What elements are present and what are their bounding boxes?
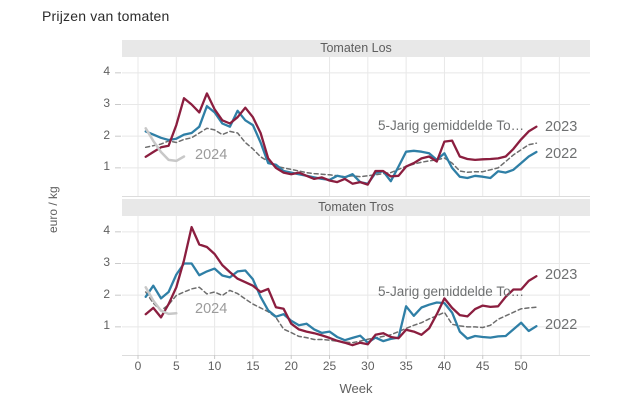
x-tick-label: 40 — [437, 359, 452, 373]
panel-strip-tomaten-los: Tomaten Los — [122, 40, 590, 57]
x-tick-label: 35 — [399, 359, 413, 373]
y-tick-label: 2 — [103, 127, 110, 142]
x-tick-label: 0 — [134, 359, 142, 373]
series-label-2023: 2023 — [545, 119, 577, 135]
x-tick-label: 5 — [172, 359, 180, 373]
y-tick-label: 1 — [103, 159, 110, 174]
y-tick-label: 3 — [103, 96, 110, 110]
series-line-5-Jarig-gemiddelde-To- — [144, 127, 538, 178]
y-tick-label: 1 — [103, 318, 110, 333]
x-tick-label: 10 — [207, 359, 222, 373]
x-tick-label: 50 — [514, 359, 528, 373]
y-axis-title: euro / kg — [46, 186, 60, 234]
x-tick-label: 20 — [284, 359, 298, 373]
series-label-5-Jarig-gemiddelde-To-: 5-Jarig gemiddelde To… — [378, 118, 524, 133]
series-label-2023: 2023 — [545, 267, 577, 283]
series-label-5-Jarig-gemiddelde-To-: 5-Jarig gemiddelde To… — [378, 284, 524, 299]
x-tick-label: 25 — [322, 359, 337, 373]
x-axis-title: Week — [339, 381, 373, 396]
y-tick-label: 3 — [103, 255, 110, 269]
x-tick-label: 15 — [246, 359, 260, 373]
x-axis-ticks — [137, 355, 522, 359]
x-tick-label: 30 — [361, 359, 375, 373]
series-line-2022 — [144, 104, 538, 185]
series-line-2022 — [144, 262, 538, 344]
y-tick-label: 4 — [103, 223, 110, 238]
series-line-2023 — [144, 225, 538, 347]
y-tick-label: 4 — [103, 64, 110, 79]
x-tick-label: 45 — [476, 359, 490, 373]
series-line-2024 — [144, 286, 178, 316]
series-line-2023 — [144, 92, 538, 186]
panel-strip-tomaten-tros: Tomaten Tros — [122, 199, 590, 216]
series-label-2022: 2022 — [545, 146, 577, 162]
series-label-2024: 2024 — [195, 147, 227, 163]
y-tick-label: 2 — [103, 286, 110, 301]
page-title: Prijzen van tomaten — [42, 8, 170, 24]
plot-tomaten-los: 5-Jarig gemiddelde To… 2023 2022 2024 — [115, 57, 590, 197]
plot-tomaten-tros: 5-Jarig gemiddelde To… 2023 2022 2024 — [115, 216, 590, 356]
series-label-2024: 2024 — [195, 301, 227, 317]
series-label-2022: 2022 — [545, 317, 577, 333]
series-line-2024 — [144, 127, 186, 163]
